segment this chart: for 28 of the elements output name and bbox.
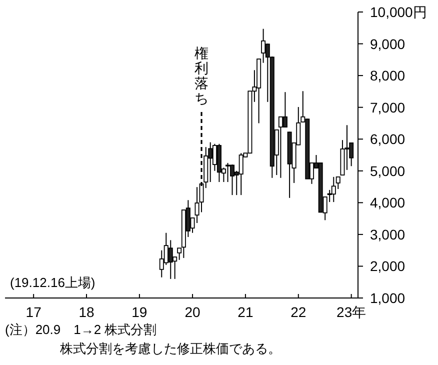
y-tick-label: 10,000円 xyxy=(370,4,427,20)
y-tick-label: 1,000 xyxy=(370,290,406,306)
y-tick-label: 6,000 xyxy=(370,131,406,148)
y-tick-label: 5,000 xyxy=(370,162,406,179)
y-tick-label: 4,000 xyxy=(370,194,406,211)
ref-line-label: 権利落ち xyxy=(194,45,209,106)
x-tick-label: 20 xyxy=(184,304,201,320)
text: (注）20.9 1→2 株式分割 xyxy=(5,322,157,337)
candlestick xyxy=(261,28,266,64)
y-tick-label: 9,000 xyxy=(370,36,406,52)
annotation: (19.12.16上場) xyxy=(10,275,96,290)
x-tick-label: 23年 xyxy=(336,304,366,320)
x-tick-label: 21 xyxy=(238,304,254,320)
candlestick xyxy=(238,152,244,196)
candlestick xyxy=(282,92,288,128)
y-tick-label: 3,000 xyxy=(370,226,406,242)
x-tick-label: 18 xyxy=(78,304,95,320)
text: 株式分割を考慮した修正株価である。 xyxy=(59,341,281,356)
candlestick xyxy=(168,240,173,280)
y-tick-label: 7,000 xyxy=(370,99,406,116)
x-tick-label: 19 xyxy=(132,304,148,320)
y-tick-label: 8,000 xyxy=(370,68,406,84)
candlestick xyxy=(331,176,336,203)
candlestick xyxy=(177,248,182,260)
candlestick xyxy=(226,162,230,183)
x-tick-label: 17 xyxy=(26,304,42,320)
x-tick-label: 22 xyxy=(290,304,306,320)
y-tick-label: 2,000 xyxy=(370,258,406,274)
